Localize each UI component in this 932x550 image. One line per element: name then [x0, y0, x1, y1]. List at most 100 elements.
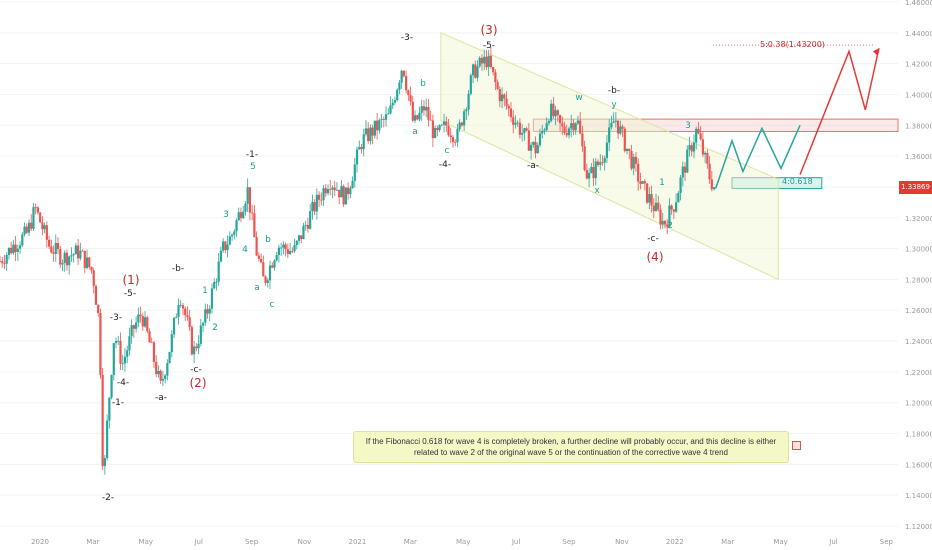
y-tick-label: 1.22000 — [905, 369, 932, 377]
candle-body — [81, 250, 84, 252]
candle-body — [402, 70, 405, 77]
candle-body — [469, 75, 472, 94]
candle-body — [507, 105, 510, 109]
candle-body — [632, 156, 635, 169]
candle-body — [449, 135, 452, 138]
candle-body — [576, 120, 580, 124]
candle-body — [306, 224, 310, 229]
candle-body — [360, 146, 363, 150]
candle-body — [565, 132, 568, 136]
candle-body — [237, 212, 240, 221]
wave-label: c — [270, 300, 275, 310]
candle-body — [92, 270, 95, 286]
candle-body — [141, 316, 144, 327]
wave-label: 4 — [242, 245, 248, 255]
candle-body — [483, 56, 486, 64]
candle-body — [190, 327, 193, 355]
wave-label: -2- — [102, 493, 114, 503]
annotation-note[interactable]: If the Fibonacci 0.618 for wave 4 is com… — [353, 431, 789, 463]
candle-body — [311, 202, 314, 212]
candle-body — [603, 157, 606, 163]
x-tick-label: Nov — [298, 538, 312, 546]
candle-body — [362, 134, 365, 150]
x-tick-label: May — [139, 538, 153, 546]
projection-layer — [713, 44, 880, 189]
candle-body — [97, 304, 100, 314]
x-tick-label: May — [773, 538, 787, 546]
y-tick-label: 1.24000 — [905, 338, 932, 346]
candle-body — [146, 317, 149, 332]
candle-body — [152, 342, 156, 362]
x-tick-label: 2022 — [666, 538, 684, 546]
candle-body — [652, 205, 655, 212]
candle-body — [215, 281, 218, 283]
y-tick-label: 1.42000 — [905, 61, 932, 69]
y-tick-label: 1.40000 — [905, 91, 932, 99]
candle-body — [367, 128, 370, 142]
candle-body — [137, 314, 140, 323]
candle-body — [275, 255, 278, 261]
candle-body — [39, 212, 42, 223]
candle-body — [418, 112, 421, 120]
candle-body — [47, 239, 51, 247]
candle-body — [253, 213, 256, 238]
candle-body — [199, 325, 202, 344]
candle-body — [197, 343, 200, 349]
candle-body — [63, 252, 66, 264]
candle-body — [498, 88, 501, 102]
candle-body — [516, 122, 519, 124]
candle-body — [284, 244, 287, 250]
y-tick-label: 1.14000 — [905, 492, 932, 500]
candle-body — [661, 220, 664, 225]
candle-body — [329, 189, 332, 190]
candle-body — [282, 244, 285, 248]
candle-body — [108, 397, 111, 421]
current-price-tag: 1.33869 — [899, 181, 932, 194]
candle-body — [322, 188, 325, 201]
wave-label: -a- — [155, 393, 167, 403]
candle-body — [224, 241, 227, 250]
y-tick-label: 1.36000 — [905, 153, 932, 161]
channel-layer — [440, 32, 779, 281]
wave-label-red: (4) — [647, 250, 664, 264]
candle-body — [373, 120, 376, 136]
candle-body — [405, 76, 408, 91]
candle-body — [88, 257, 91, 268]
note-expand-icon[interactable] — [792, 441, 801, 450]
candle-body — [193, 346, 196, 355]
candle-body — [27, 222, 31, 233]
candle-body — [61, 263, 64, 265]
candle-body — [532, 142, 535, 145]
candle-body — [697, 128, 700, 134]
y-tick-label: 1.12000 — [905, 523, 932, 531]
y-tick-label: 1.16000 — [905, 461, 932, 469]
candle-body — [619, 126, 622, 134]
candle-body — [427, 106, 430, 120]
candle-body — [614, 120, 617, 122]
candle-body — [291, 250, 294, 252]
candle-body — [416, 115, 419, 120]
candle-body — [271, 265, 274, 268]
wave-label: 5 — [250, 162, 256, 172]
y-tick-label: 1.26000 — [905, 307, 932, 315]
x-tick-label: Sep — [562, 538, 576, 546]
candle-body — [447, 125, 450, 136]
candle-body — [525, 128, 528, 131]
candle-body — [273, 260, 276, 268]
candle-body — [117, 340, 120, 342]
x-tick-label: Mar — [721, 538, 734, 546]
candle-body — [135, 322, 138, 329]
candle-body — [500, 94, 504, 102]
candle-body — [36, 207, 40, 213]
candle-body — [168, 352, 171, 364]
candle-body — [625, 148, 629, 152]
candle-body — [30, 222, 33, 229]
candle-body — [358, 146, 361, 150]
candle-body — [543, 130, 546, 132]
candle-body — [349, 188, 352, 195]
candle-body — [612, 121, 615, 123]
candle-body — [704, 152, 707, 155]
candle-body — [643, 181, 646, 184]
candle-body — [683, 166, 687, 173]
candle-body — [150, 342, 153, 344]
